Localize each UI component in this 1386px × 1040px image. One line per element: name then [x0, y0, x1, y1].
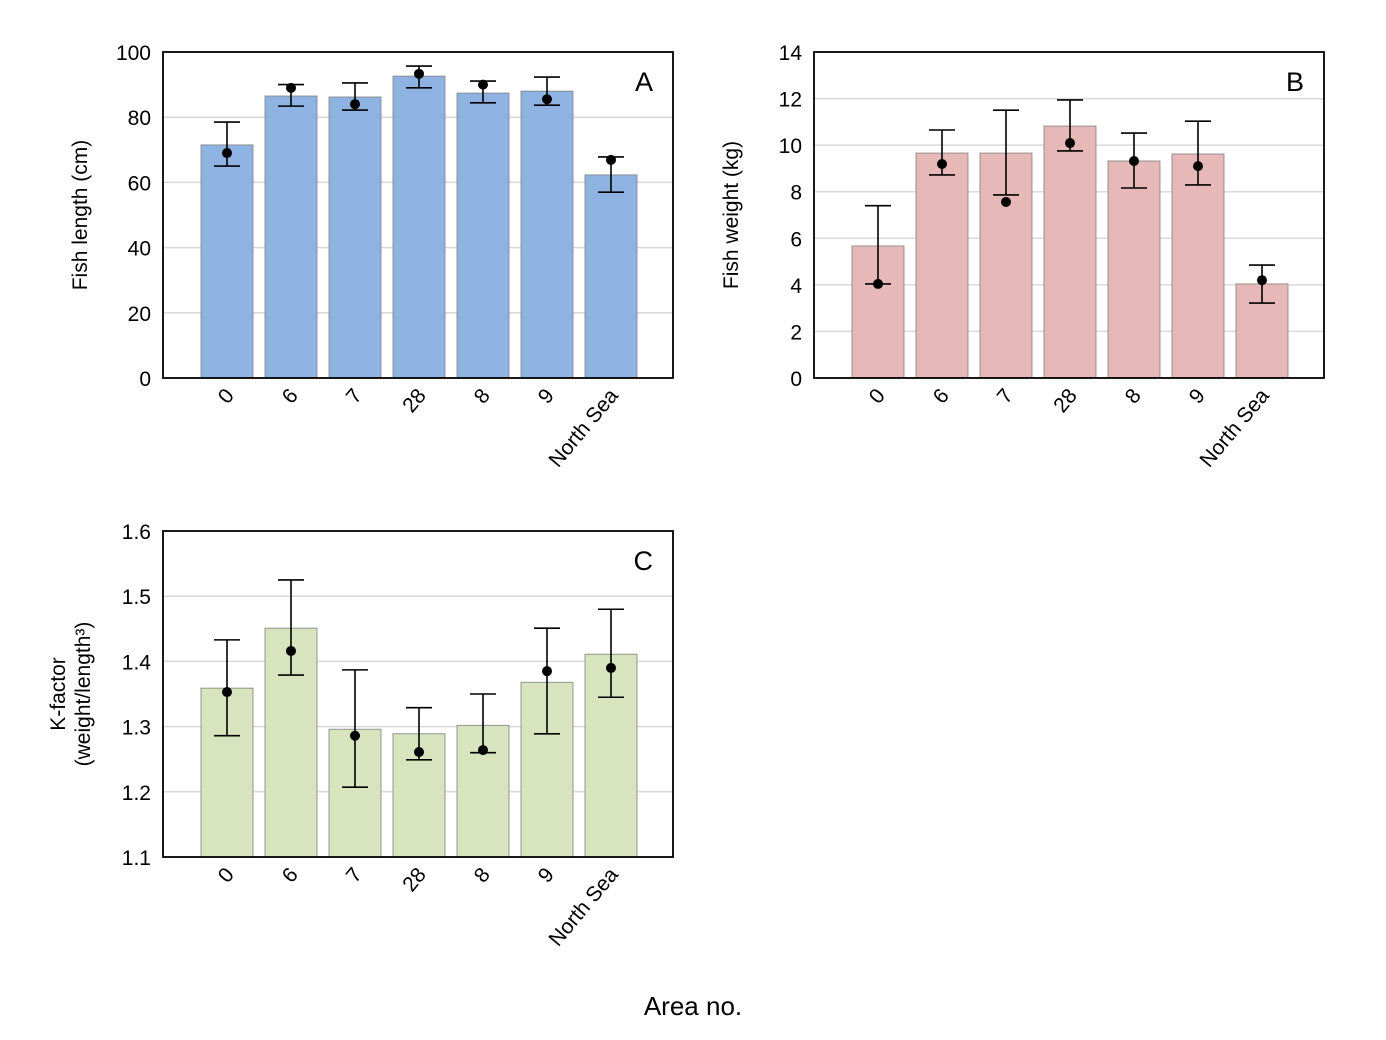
- mean-point: [478, 79, 488, 90]
- bar-north-sea: [584, 174, 638, 379]
- y-tick-label: 0: [139, 368, 151, 391]
- bar-8: [456, 92, 510, 379]
- y-axis-label-unit: (weight/length³): [72, 622, 95, 767]
- mean-point: [222, 687, 232, 698]
- mean-point: [542, 94, 552, 105]
- mean-point: [937, 159, 947, 170]
- y-tick-label: 40: [128, 238, 151, 261]
- x-tick-label: 6: [278, 863, 303, 887]
- y-tick-label: 20: [128, 303, 151, 326]
- plot-frame: [813, 51, 1325, 379]
- panel-label: C: [634, 546, 654, 576]
- y-tick-label: 60: [128, 172, 151, 195]
- mean-point: [606, 154, 616, 165]
- panel-label: A: [635, 67, 653, 97]
- mean-point: [542, 666, 552, 677]
- y-tick-label: 10: [779, 135, 802, 158]
- bar-9: [520, 90, 574, 379]
- y-tick-label: 14: [779, 42, 803, 65]
- x-tick-label: 6: [278, 384, 303, 408]
- mean-point: [286, 645, 296, 656]
- y-axis-label: K-factor: [47, 657, 70, 731]
- mean-point: [1257, 275, 1267, 286]
- y-tick-label: 2: [790, 321, 802, 344]
- x-tick-label: 7: [342, 384, 367, 408]
- y-tick-label: 1.3: [122, 717, 151, 740]
- bar-9: [1171, 153, 1225, 379]
- bar-6: [915, 152, 969, 379]
- bar-28: [1043, 125, 1097, 379]
- mean-point: [1001, 196, 1011, 207]
- x-tick-label: 7: [993, 384, 1018, 408]
- bar-7: [328, 96, 382, 379]
- mean-point: [350, 730, 360, 741]
- x-tick-label: 9: [534, 384, 559, 408]
- plot-frame: [162, 51, 674, 379]
- x-tick-label: 8: [1121, 384, 1146, 408]
- x-tick-label: 6: [929, 384, 954, 408]
- y-tick-label: 100: [116, 42, 151, 65]
- x-tick-label: 28: [1049, 384, 1082, 417]
- y-axis-label: Fish weight (kg): [720, 141, 743, 289]
- mean-point: [1129, 155, 1139, 166]
- y-tick-label: 4: [790, 275, 802, 298]
- panel-label: B: [1286, 67, 1304, 97]
- y-tick-label: 1.5: [122, 586, 151, 609]
- mean-point: [414, 68, 424, 79]
- mean-point: [1065, 138, 1075, 149]
- x-tick-label: 8: [470, 863, 495, 887]
- x-tick-label: 9: [1185, 384, 1210, 408]
- x-tick-label: 9: [534, 863, 559, 887]
- bar-6: [264, 95, 318, 379]
- x-tick-label: 0: [865, 384, 890, 408]
- x-tick-label: 0: [214, 863, 239, 887]
- y-tick-label: 12: [779, 89, 802, 112]
- mean-point: [478, 745, 488, 756]
- bar-28: [392, 75, 446, 379]
- y-tick-label: 6: [790, 228, 802, 251]
- mean-point: [1193, 161, 1203, 172]
- y-tick-label: 1.4: [122, 651, 152, 674]
- y-axis-label: Fish length (cm): [69, 140, 92, 291]
- x-tick-label: 7: [342, 863, 367, 887]
- bar-8: [1107, 160, 1161, 379]
- plot-frame: [162, 530, 674, 858]
- y-tick-label: 80: [128, 107, 151, 130]
- x-tick-label: 28: [398, 384, 431, 417]
- mean-point: [873, 278, 883, 289]
- x-tick-label: 28: [398, 863, 431, 896]
- y-tick-label: 1.2: [122, 782, 151, 805]
- mean-point: [286, 82, 296, 93]
- y-tick-label: 0: [790, 368, 802, 391]
- y-tick-label: 1.6: [122, 521, 151, 544]
- mean-point: [414, 747, 424, 758]
- bar-0: [200, 144, 254, 379]
- mean-point: [222, 148, 232, 159]
- mean-point: [350, 99, 360, 110]
- y-tick-label: 1.1: [122, 847, 151, 870]
- mean-point: [606, 662, 616, 673]
- x-tick-label: 8: [470, 384, 495, 408]
- x-axis-label: Area no.: [644, 991, 742, 1021]
- y-tick-label: 8: [790, 182, 802, 205]
- x-tick-label: 0: [214, 384, 239, 408]
